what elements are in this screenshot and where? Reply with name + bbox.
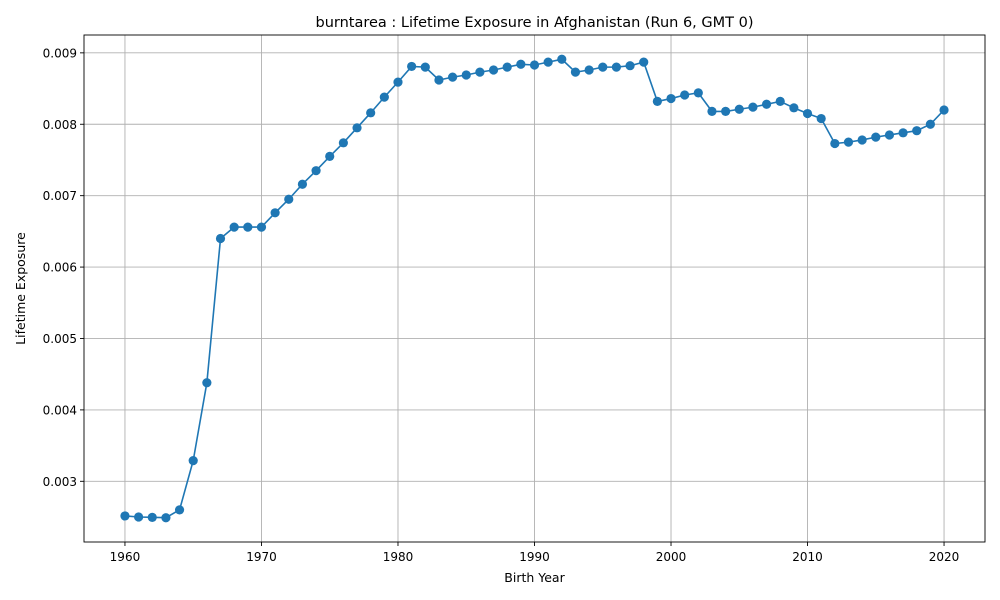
data-point [625,61,635,71]
data-point [475,67,485,77]
x-tick-label: 1970 [246,550,277,564]
data-point [680,90,690,100]
y-tick-label: 0.007 [43,189,77,203]
data-point [748,102,758,112]
data-point [256,222,267,232]
data-point [557,54,567,64]
data-point [639,57,649,67]
data-point [447,72,458,82]
data-point [666,93,676,104]
y-tick-label: 0.004 [43,403,77,417]
data-point [939,105,949,115]
data-point [761,99,772,109]
data-point [488,65,499,75]
data-point [857,135,867,145]
data-point [352,123,362,133]
data-point [598,62,608,72]
data-point [434,75,444,85]
data-point [461,70,471,80]
x-axis-label: Birth Year [504,570,565,585]
data-point [652,96,662,107]
data-point [270,208,280,218]
data-point [529,60,540,70]
data-point [775,96,785,107]
data-point [147,512,157,522]
data-point [925,119,935,129]
data-point [721,106,731,117]
x-tick-label: 1990 [519,550,550,564]
x-tick-label: 1980 [383,550,414,564]
data-point [338,138,348,148]
data-point [570,67,581,77]
data-point [215,233,226,244]
y-tick-label: 0.009 [43,46,77,60]
data-point [297,179,308,189]
data-point [243,222,253,232]
data-point [311,166,321,176]
data-point [693,88,703,98]
data-point [174,505,185,515]
data-point [543,57,553,67]
x-tick-label: 2010 [792,550,823,564]
data-point [379,92,389,102]
y-tick-label: 0.008 [43,118,77,132]
y-axis-label: Lifetime Exposure [13,232,28,345]
chart-title: burntarea : Lifetime Exposure in Afghani… [315,15,753,31]
data-point [407,61,417,72]
data-point [830,138,840,149]
grid-lines [84,35,985,542]
data-point [229,222,239,232]
data-point [707,106,717,117]
data-point [816,113,826,124]
y-tick-label: 0.005 [43,332,77,346]
series-group [120,54,949,523]
data-point [420,62,430,72]
x-tick-label: 2020 [929,550,960,564]
x-tick-label: 1960 [110,550,141,564]
data-point [188,455,198,466]
y-tick-label: 0.006 [43,261,77,275]
x-tick-label: 2000 [656,550,687,564]
data-point [502,62,512,72]
data-point [202,378,212,388]
data-point [161,513,171,523]
data-point [912,126,922,136]
data-point [611,62,622,72]
y-tick-label: 0.003 [43,475,77,489]
data-point [898,128,908,138]
axis-ticks: 1960 1970 1980 1990 2000 2010 2020 0.003 0.004 0.… [43,46,960,564]
data-point [802,108,813,119]
data-point [284,194,294,204]
data-point [789,103,799,113]
data-point [120,511,130,521]
data-point [134,512,144,522]
data-point [884,130,895,140]
data-point [584,65,594,75]
data-point [871,132,881,142]
data-point [325,151,335,161]
data-point [734,104,744,114]
data-point [843,137,854,147]
data-point [516,59,526,69]
data-point [393,77,403,87]
data-point [366,108,376,118]
